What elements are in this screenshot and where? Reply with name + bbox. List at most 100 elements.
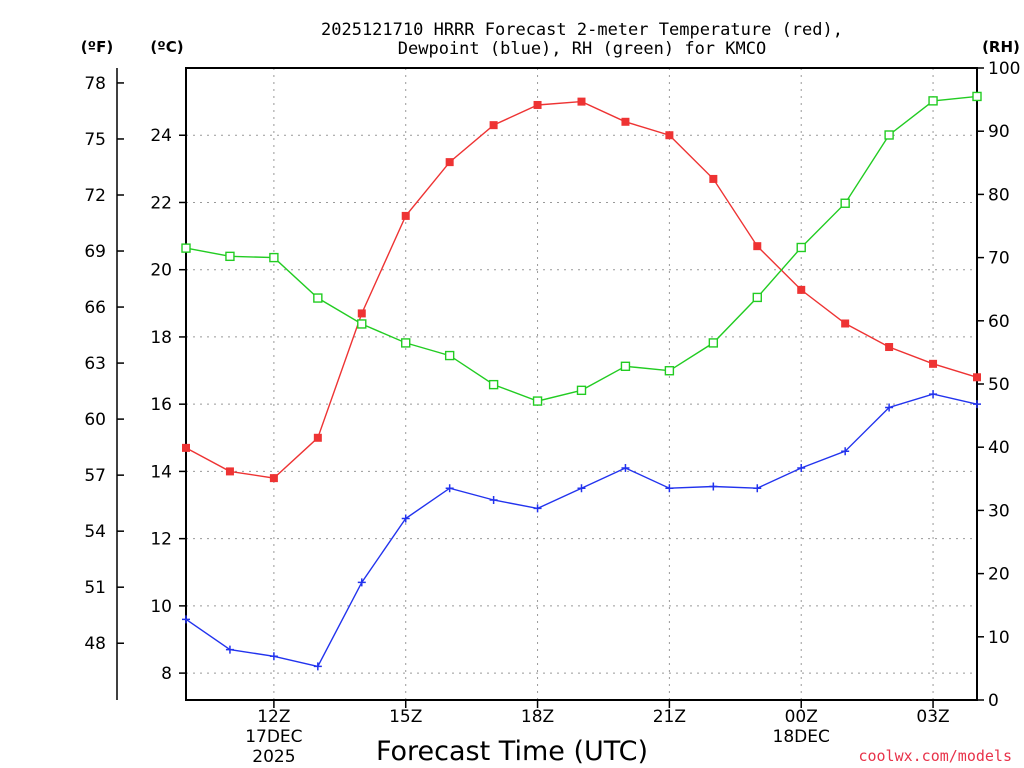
relative-humidity-point [928,96,938,106]
fahrenheit-tick-label: 54 [84,522,106,542]
dewpoint-point [621,464,630,473]
rh-tick-label: 80 [988,185,1010,205]
dewpoint-point [709,482,718,491]
celsius-tick-label: 16 [150,395,172,415]
2-meter-temperature-point [709,174,718,183]
gridlines [186,68,977,700]
credit-link[interactable]: coolwx.com/models [858,747,1012,765]
dewpoint-point [885,403,894,412]
rh-tick-label: 60 [988,312,1010,332]
fahrenheit-tick-label: 63 [84,354,106,374]
celsius-tick-label: 24 [150,126,172,146]
2-meter-temperature-point [533,100,542,109]
x-tick-label: 12Z [257,707,290,727]
data-series [181,91,982,671]
x-tick-label: 15Z [389,707,422,727]
fahrenheit-tick-label: 75 [84,130,106,150]
relative-humidity-point [752,292,762,303]
rh-tick-label: 90 [988,122,1010,142]
relative-humidity-point [620,361,631,372]
rh-tick-label: 10 [988,628,1010,648]
x-tick-label: 00Z [785,707,818,727]
2-meter-temperature-point [753,242,762,251]
rh-tick-label: 20 [988,565,1010,585]
fahrenheit-tick-label: 66 [84,298,106,318]
dewpoint-point [929,390,938,399]
dewpoint-point [841,447,850,456]
relative-humidity-line [185,95,978,402]
2-meter-temperature-point [621,117,630,126]
relative-humidity-point [708,338,719,348]
x-tick-label: 03Z [916,707,949,727]
x-tick-date: 17DEC [245,727,302,747]
2-meter-temperature-point [973,373,981,382]
dewpoint-series [182,390,981,671]
2-meter-temperature-point [313,433,322,442]
x-axis-title: Forecast Time (UTC) [376,736,648,767]
dewpoint-point [577,484,586,493]
tick-labels: 8 10 12 14 16 18 20 22 24 48 51 54 57 60 63 66 69 72 75 78 0… [84,59,1020,767]
dewpoint-point [357,578,366,587]
2-meter-temperature-point [225,467,234,476]
relative-humidity-point [840,198,850,208]
relative-humidity-point [401,338,411,348]
celsius-unit-label: (ºC) [150,38,183,56]
2-meter-temperature-point [401,211,410,220]
relative-humidity-point [532,396,543,406]
relative-humidity-point [884,130,894,140]
relative-humidity-point [313,293,323,303]
dewpoint-point [533,504,542,513]
axes [116,67,984,708]
dewpoint-point [401,514,410,523]
2-meter-temperature-line [185,100,978,479]
2-meter-temperature-point [665,131,674,140]
2-meter-temperature-point [841,319,850,328]
celsius-tick-label: 10 [150,597,172,617]
relative-humidity-point [444,350,455,361]
fahrenheit-tick-label: 57 [84,466,106,486]
dewpoint-point [445,484,454,493]
dewpoint-point [797,464,806,473]
x-tick-label: 18Z [521,707,554,727]
x-tick-date: 18DEC [773,727,830,747]
chart-title-line2: Dewpoint (blue), RH (green) for KMCO [398,39,766,59]
2-meter-temperature-point [929,359,938,368]
relative-humidity-point [796,242,806,253]
dewpoint-point [973,400,981,409]
relative-humidity-series [181,91,982,406]
2-meter-temperature-point [577,97,586,106]
rh-tick-label: 30 [988,501,1010,521]
2-meter-temperature-point [182,443,190,452]
celsius-tick-label: 12 [150,530,172,550]
fahrenheit-tick-label: 69 [84,242,106,262]
relative-humidity-point [357,319,367,329]
relative-humidity-point [225,251,235,262]
dewpoint-line [185,393,978,668]
fahrenheit-tick-label: 72 [84,186,106,206]
rh-tick-label: 70 [988,249,1010,269]
relative-humidity-point [972,91,982,102]
chart-title-line1: 2025121710 HRRR Forecast 2-meter Tempera… [321,20,843,40]
rh-unit-label: (RH) [982,38,1020,56]
dewpoint-point [182,615,190,624]
fahrenheit-unit-label: (ºF) [81,38,113,56]
fahrenheit-tick-label: 78 [84,74,106,94]
2-meter-temperature-point [797,285,806,294]
celsius-tick-label: 20 [150,261,172,281]
rh-tick-label: 50 [988,375,1010,395]
2-meter-temperature-point [885,343,894,352]
celsius-tick-label: 18 [150,328,172,348]
relative-humidity-point [269,252,279,263]
rh-tick-label: 100 [988,59,1020,79]
celsius-tick-label: 14 [150,462,172,482]
dewpoint-point [269,652,278,661]
2-meter-temperature-point [357,309,366,318]
rh-tick-label: 0 [988,691,999,711]
dewpoint-point [225,645,234,654]
fahrenheit-tick-label: 51 [84,578,106,598]
celsius-tick-label: 8 [161,664,172,684]
relative-humidity-point [488,379,499,390]
celsius-tick-label: 22 [150,193,172,213]
x-tick-label: 21Z [653,707,686,727]
